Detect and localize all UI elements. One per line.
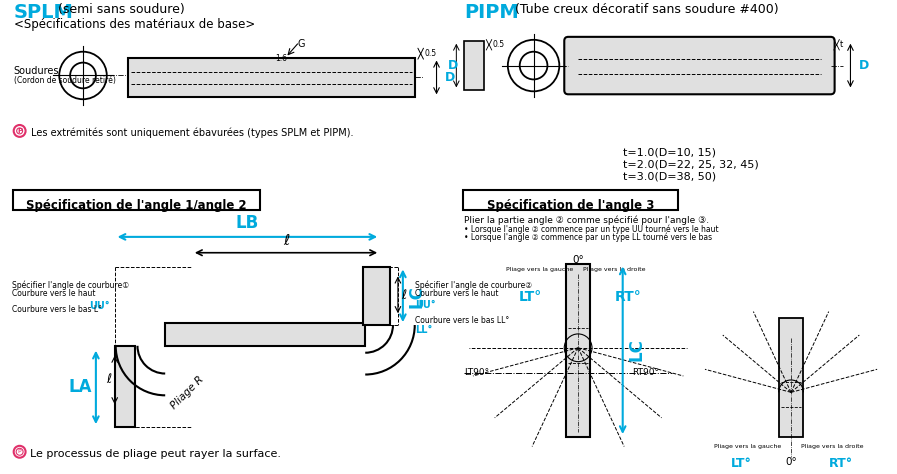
- Text: Spécification de l'angle 3: Spécification de l'angle 3: [486, 199, 654, 212]
- Text: • Lorsque l'angle ② commence par un type UU tourné vers le haut: • Lorsque l'angle ② commence par un type…: [465, 225, 718, 235]
- Text: Le processus de pliage peut rayer la surface.: Le processus de pliage peut rayer la sur…: [30, 449, 281, 459]
- Text: D: D: [858, 59, 868, 72]
- Text: (semi sans soudure): (semi sans soudure): [55, 3, 185, 16]
- Text: Courbure vers le haut: Courbure vers le haut: [414, 289, 498, 298]
- Text: 0°: 0°: [572, 255, 584, 264]
- Text: ℓ: ℓ: [107, 373, 112, 386]
- Text: UU°: UU°: [414, 300, 435, 310]
- Text: Les extrémités sont uniquement ébavurées (types SPLM et PIPM).: Les extrémités sont uniquement ébavurées…: [30, 128, 353, 138]
- Text: <Spécifications des matériaux de base>: <Spécifications des matériaux de base>: [13, 18, 255, 31]
- Text: LB: LB: [236, 214, 259, 232]
- Text: 0.5: 0.5: [424, 49, 437, 58]
- Text: Spécifier l'angle de courbure②: Spécifier l'angle de courbure②: [414, 281, 532, 290]
- Text: Plier la partie angle ② comme spécifié pour l'angle ③.: Plier la partie angle ② comme spécifié p…: [465, 215, 710, 225]
- Text: LT90°: LT90°: [465, 368, 490, 377]
- Text: t=1.0(D=10, 15): t=1.0(D=10, 15): [623, 148, 716, 158]
- Text: UU°: UU°: [89, 301, 109, 311]
- Text: Spécifier l'angle de courbure①: Spécifier l'angle de courbure①: [12, 281, 129, 290]
- Text: t=3.0(D=38, 50): t=3.0(D=38, 50): [623, 172, 716, 182]
- Bar: [115, 346, 135, 427]
- Text: • Lorsque l'angle ② commence par un type LL tourné vers le bas: • Lorsque l'angle ② commence par un type…: [465, 233, 712, 242]
- Text: D: D: [444, 71, 455, 84]
- Text: Pliage vers la droite: Pliage vers la droite: [583, 266, 646, 272]
- Text: RT°: RT°: [614, 291, 641, 304]
- Text: Pliage vers la droite: Pliage vers la droite: [801, 444, 864, 449]
- Text: 1.6: 1.6: [275, 54, 288, 63]
- Text: t=2.0(D=22, 25, 32, 45): t=2.0(D=22, 25, 32, 45): [623, 160, 759, 170]
- Text: Pliage R: Pliage R: [169, 374, 205, 410]
- Text: Pliage vers la gauche: Pliage vers la gauche: [506, 266, 573, 272]
- Text: 0°: 0°: [785, 457, 797, 467]
- Text: D: D: [448, 59, 457, 72]
- Text: LC: LC: [408, 285, 426, 308]
- Text: PIPM: PIPM: [465, 3, 519, 22]
- Text: G: G: [298, 39, 305, 49]
- FancyBboxPatch shape: [463, 191, 678, 210]
- FancyBboxPatch shape: [564, 37, 834, 94]
- Bar: [566, 264, 590, 437]
- Text: RT90°: RT90°: [632, 368, 659, 377]
- Text: P: P: [17, 128, 22, 134]
- Text: 0.5: 0.5: [493, 40, 505, 49]
- Text: Pliage vers la gauche: Pliage vers la gauche: [714, 444, 781, 449]
- Text: LT°: LT°: [519, 291, 542, 304]
- Text: RT°: RT°: [829, 457, 853, 470]
- Text: SPLM: SPLM: [13, 3, 74, 22]
- Text: LL°: LL°: [414, 325, 432, 335]
- Text: Spécification de l'angle 1/angle 2: Spécification de l'angle 1/angle 2: [26, 199, 247, 212]
- Text: Courbure vers le bas LL°: Courbure vers le bas LL°: [414, 316, 509, 325]
- Text: LT°: LT°: [731, 457, 752, 470]
- Bar: [127, 58, 414, 97]
- Text: LC: LC: [628, 338, 646, 361]
- Bar: [165, 323, 365, 346]
- Text: (Tube creux décoratif sans soudure #400): (Tube creux décoratif sans soudure #400): [510, 3, 779, 16]
- Text: Courbure vers le haut: Courbure vers le haut: [12, 289, 95, 298]
- Text: ℓ: ℓ: [283, 233, 289, 248]
- FancyBboxPatch shape: [13, 191, 260, 210]
- Text: Courbure vers le bas L°: Courbure vers le bas L°: [12, 305, 101, 314]
- Text: t: t: [840, 40, 843, 49]
- Bar: [779, 318, 803, 437]
- Text: P: P: [18, 449, 22, 454]
- Text: Soudures: Soudures: [13, 65, 59, 75]
- Bar: [465, 41, 484, 91]
- Text: LA: LA: [68, 378, 91, 396]
- Bar: [363, 266, 390, 325]
- Text: ℓ: ℓ: [401, 289, 406, 302]
- Text: (Cordon de soudure retiré): (Cordon de soudure retiré): [13, 76, 116, 85]
